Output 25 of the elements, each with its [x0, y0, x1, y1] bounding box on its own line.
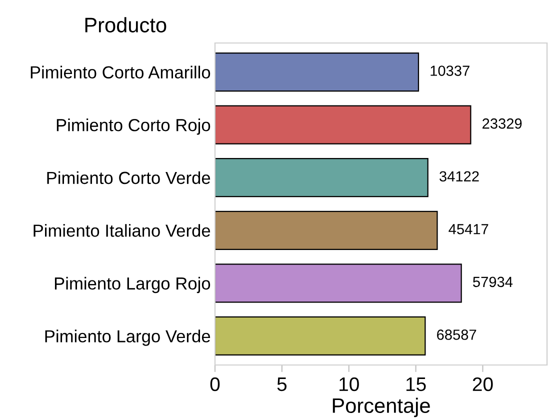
y-tick-label: Pimiento Largo Verde: [45, 330, 210, 346]
annotation: 23329: [482, 118, 522, 129]
x-tick-label: 20: [472, 377, 493, 392]
x-axis-title: Porcentaje: [332, 398, 430, 418]
y-tick-label: Pimiento Italiano Verde: [34, 224, 210, 237]
bar: [215, 158, 428, 198]
annotation: 57934: [473, 276, 513, 288]
annotation: 34122: [440, 171, 479, 182]
x-tick-label: 15: [406, 378, 426, 392]
annotation: 45417: [448, 224, 488, 234]
y-tick-label: Pimiento Largo Rojo: [54, 276, 210, 294]
bar: [215, 52, 420, 92]
y-tick-label: Pimiento Corto Rojo: [56, 118, 210, 135]
y-tick-label: Pimiento Corto Amarillo: [30, 66, 210, 78]
bar: [215, 264, 462, 303]
annotation: 10337: [430, 66, 470, 76]
bar: [215, 210, 438, 250]
bar: [215, 316, 426, 356]
y-axis-title: Producto: [85, 17, 166, 32]
y-tick-label: Pimiento Corto Verde: [47, 171, 210, 184]
x-tick-label: 10: [340, 377, 359, 392]
annotation: 68587: [437, 330, 476, 340]
x-tick-label: 5: [277, 378, 287, 392]
x-tick-label: 0: [210, 377, 220, 392]
bar: [215, 105, 472, 144]
